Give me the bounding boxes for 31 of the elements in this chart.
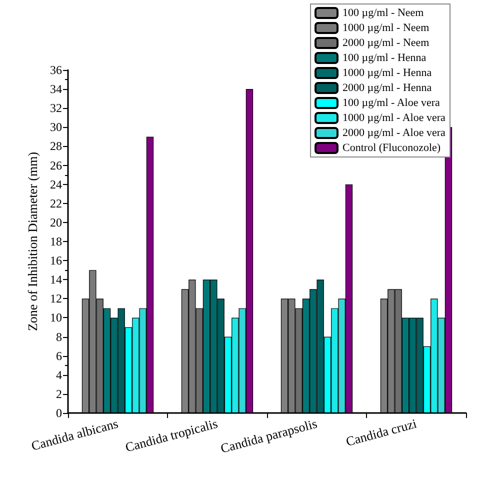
y-tick-label: 36 <box>50 63 62 77</box>
y-tick-label: 24 <box>50 177 62 192</box>
legend-label: 1000 µg/ml - Aloe vera <box>342 112 446 124</box>
legend-label: 2000 µg/ml - Neem <box>342 37 430 49</box>
y-tick-label: 28 <box>50 139 62 154</box>
legend-label: 2000 µg/ml - Henna <box>342 82 432 94</box>
y-tick-label: 4 <box>56 368 62 382</box>
y-tick-label: 6 <box>56 348 62 363</box>
legend-label: 100 µg/ml - Aloe vera <box>342 97 440 109</box>
y-tick-label: 8 <box>56 330 62 344</box>
legend-label: 100 µg/ml - Neem <box>342 7 424 19</box>
legend-label: 1000 µg/ml - Henna <box>342 67 432 79</box>
y-axis-title: Zone of Inhibition Diameter (mm) <box>25 152 40 332</box>
y-tick-label: 12 <box>50 292 62 306</box>
legend-label: 100 µg/ml - Henna <box>342 52 426 64</box>
y-tick-label: 32 <box>50 101 62 116</box>
y-tick-label: 18 <box>50 234 62 248</box>
y-tick-label: 26 <box>50 158 62 172</box>
y-tick-label: 2 <box>56 386 62 401</box>
y-tick-label: 14 <box>50 272 62 287</box>
y-tick-label: 30 <box>50 120 62 134</box>
y-tick-label: 16 <box>50 254 62 268</box>
legend-label: 1000 µg/ml - Neem <box>342 22 430 34</box>
x-tick-label: Candida cruzi <box>344 416 419 450</box>
legend-label: 2000 µg/ml - Aloe vera <box>342 127 446 139</box>
x-tick-label: Candida tropicalis <box>124 416 220 455</box>
legend-label: Control (Fluconozole) <box>342 142 441 154</box>
y-tick-label: 20 <box>50 215 62 230</box>
y-tick-label: 22 <box>50 196 62 210</box>
y-tick-label: 34 <box>50 82 62 96</box>
y-tick-label: 10 <box>50 310 62 325</box>
